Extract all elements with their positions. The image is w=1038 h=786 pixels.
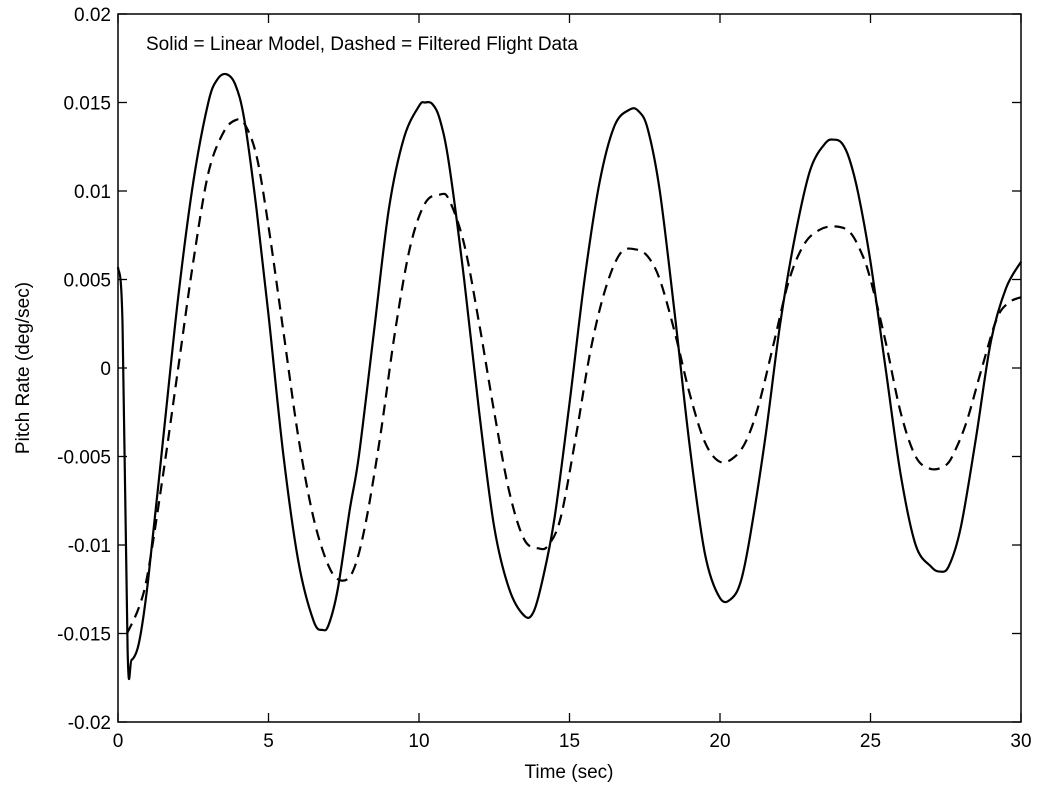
ticks-layer: 0 5 10 15 20 25 30 -0.02 -0.015 -0.01 -0.005 0 0.005… (57, 5, 1031, 752)
x-tick-label: 15 (559, 731, 580, 752)
y-tick-label: -0.005 (57, 448, 111, 469)
series-line-filtered-flight-data (126, 118, 1022, 634)
y-tick-label: 0.005 (63, 271, 111, 292)
x-tick-label: 30 (1010, 731, 1031, 752)
legend-annotation: Solid = Linear Model, Dashed = Filtered … (146, 34, 578, 55)
series-line-linear-model (116, 72, 1022, 681)
y-tick-label: 0.02 (74, 5, 111, 26)
x-tick-label: 0 (113, 731, 124, 752)
x-tick-label: 20 (709, 731, 730, 752)
x-axis-label: Time (sec) (524, 762, 613, 783)
x-tick-label: 25 (860, 731, 881, 752)
y-axis-label: Pitch Rate (deg/sec) (13, 282, 34, 454)
y-tick-label: -0.02 (68, 713, 111, 734)
series-layer (116, 72, 1022, 681)
x-tick-label: 10 (408, 731, 429, 752)
y-tick-label: 0.015 (63, 94, 111, 115)
y-tick-label: -0.015 (57, 625, 111, 646)
y-tick-label: 0 (100, 359, 111, 380)
y-tick-label: 0.01 (74, 182, 111, 203)
x-tick-label: 5 (263, 731, 274, 752)
y-tick-label: -0.01 (68, 536, 111, 557)
